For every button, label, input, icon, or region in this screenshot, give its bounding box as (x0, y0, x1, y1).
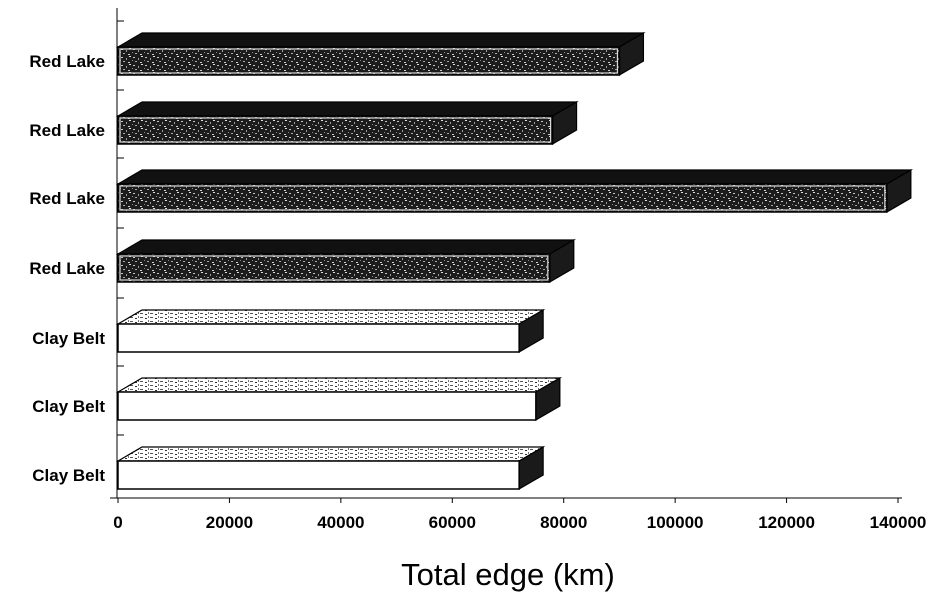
bar-1 (115, 20, 646, 77)
bar-top-face (115, 377, 563, 393)
bar-2 (115, 89, 579, 146)
bar-inner-border (119, 48, 619, 74)
bar-inner-border (119, 185, 886, 211)
x-tick-label: 0 (113, 513, 122, 532)
category-label: Red Lake (29, 189, 105, 208)
bar-top-face (115, 101, 579, 117)
bar-front-face (117, 115, 554, 145)
x-axis: 0 20000 40000 60000 80000 100000 120000 140000 (110, 8, 926, 532)
bar-front-face (117, 253, 551, 283)
x-tick-label: 100000 (647, 513, 704, 532)
bar-front-face (117, 460, 520, 490)
bar-top-face (115, 169, 914, 185)
category-label: Red Lake (29, 52, 105, 71)
x-tick-label: 60000 (429, 513, 476, 532)
category-label: Clay Belt (32, 397, 105, 416)
category-label: Red Lake (29, 121, 105, 140)
category-label: Red Lake (29, 259, 105, 278)
bar-inner-border (119, 255, 549, 281)
x-tick-label: 40000 (317, 513, 364, 532)
x-tick-label: 80000 (540, 513, 587, 532)
bar-7 (115, 434, 546, 491)
bar-front-face (117, 183, 888, 213)
bar-top-face (115, 239, 577, 255)
category-label: Clay Belt (32, 466, 105, 485)
bar-4 (115, 227, 577, 284)
bar-front-face (117, 323, 520, 353)
category-labels: Red Lake Red Lake Red Lake Red Lake Clay Bel… (29, 52, 105, 485)
bar-6 (115, 365, 563, 422)
x-axis-title: Total edge (km) (401, 557, 615, 592)
bar-top-face (115, 32, 646, 48)
bar-top-face (115, 446, 546, 462)
bar-3 (115, 157, 914, 214)
x-tick-label: 120000 (758, 513, 815, 532)
bar-5 (115, 297, 546, 354)
bar-top-face (115, 309, 546, 325)
x-tick-label: 140000 (870, 513, 927, 532)
bar-front-face (117, 391, 537, 421)
bar-inner-border (119, 117, 552, 143)
x-tick-label: 20000 (206, 513, 253, 532)
bar-front-face (117, 46, 621, 76)
bars-group (115, 20, 914, 491)
category-label: Clay Belt (32, 329, 105, 348)
